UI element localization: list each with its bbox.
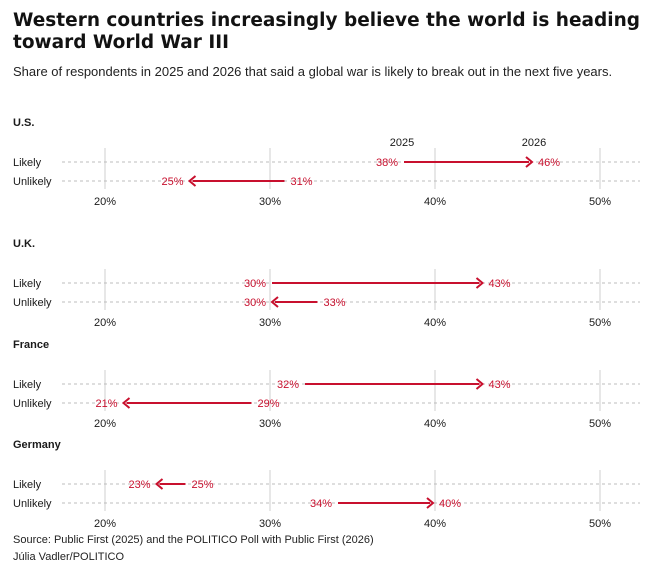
value-2026-label: 40%	[439, 498, 461, 510]
tick-label: 20%	[94, 317, 116, 329]
row-label: Unlikely	[13, 498, 52, 510]
legend-2026: 2026	[522, 137, 546, 149]
value-2026-label: 43%	[489, 379, 511, 391]
tick-label: 40%	[424, 196, 446, 208]
tick-label: 40%	[424, 317, 446, 329]
country-label: France	[13, 339, 49, 351]
arrow-head	[426, 497, 435, 509]
tick-label: 30%	[259, 418, 281, 430]
row-label: Unlikely	[13, 297, 52, 309]
row-label: Likely	[13, 278, 42, 290]
tick-label: 20%	[94, 196, 116, 208]
value-2026-label: 21%	[95, 398, 117, 410]
value-2025-label: 30%	[244, 278, 266, 290]
value-2025-label: 34%	[310, 498, 332, 510]
value-2025-label: 29%	[258, 398, 280, 410]
arrow-head	[154, 478, 164, 490]
chart-title: Western countries increasingly believe t…	[13, 10, 641, 53]
tick-label: 20%	[94, 418, 116, 430]
value-2026-label: 23%	[128, 479, 150, 491]
value-2025-label: 31%	[291, 176, 313, 188]
country-label: Germany	[13, 439, 62, 451]
source-note: Source: Public First (2025) and the POLI…	[13, 534, 374, 546]
row-label: Likely	[13, 379, 42, 391]
value-2025-label: 38%	[376, 157, 398, 169]
credit-line: Júlia Vadler/POLITICO	[13, 551, 125, 563]
tick-label: 50%	[589, 317, 611, 329]
arrow-head	[187, 175, 197, 187]
country-label: U.K.	[13, 238, 35, 250]
value-2026-label: 43%	[489, 278, 511, 290]
value-2026-label: 30%	[244, 297, 266, 309]
tick-label: 50%	[589, 196, 611, 208]
arrow-head	[475, 277, 485, 289]
value-2025-label: 25%	[192, 479, 214, 491]
legend-2025: 2025	[390, 137, 414, 149]
tick-label: 30%	[259, 196, 281, 208]
tick-label: 50%	[589, 418, 611, 430]
tick-label: 20%	[94, 518, 116, 530]
value-2026-label: 46%	[538, 157, 560, 169]
tick-label: 30%	[259, 317, 281, 329]
value-2025-label: 32%	[277, 379, 299, 391]
arrow-head	[475, 378, 485, 390]
value-2025-label: 33%	[324, 297, 346, 309]
row-label: Unlikely	[13, 176, 52, 188]
row-label: Unlikely	[13, 398, 52, 410]
arrow-head	[121, 397, 131, 409]
value-2026-label: 25%	[161, 176, 183, 188]
tick-label: 50%	[589, 518, 611, 530]
tick-label: 40%	[424, 518, 446, 530]
arrow-head	[270, 296, 279, 308]
tick-label: 40%	[424, 418, 446, 430]
row-label: Likely	[13, 479, 42, 491]
arrow-head	[525, 156, 534, 168]
country-label: U.S.	[13, 117, 34, 129]
chart-subtitle: Share of respondents in 2025 and 2026 th…	[13, 64, 613, 79]
row-label: Likely	[13, 157, 42, 169]
tick-label: 30%	[259, 518, 281, 530]
